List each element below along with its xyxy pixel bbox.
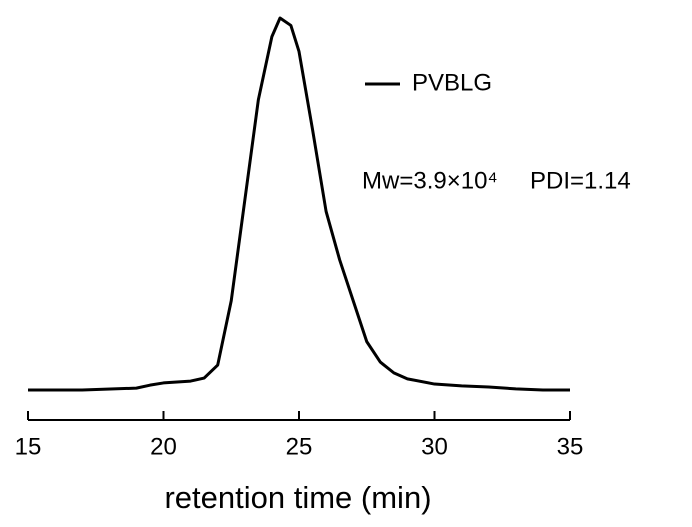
x-tick-label: 30 <box>421 433 448 460</box>
x-tick-label: 15 <box>15 433 42 460</box>
line-series <box>28 16 570 392</box>
x-axis-label: retention time (min) <box>164 480 431 515</box>
annotation: Mw=3.9×10⁴ <box>362 167 498 194</box>
x-tick-label: 25 <box>286 433 313 460</box>
legend-label: PVBLG <box>412 69 492 96</box>
x-tick-label: 35 <box>557 433 584 460</box>
x-tick-label: 20 <box>150 433 177 460</box>
annotation: PDI=1.14 <box>530 167 631 194</box>
